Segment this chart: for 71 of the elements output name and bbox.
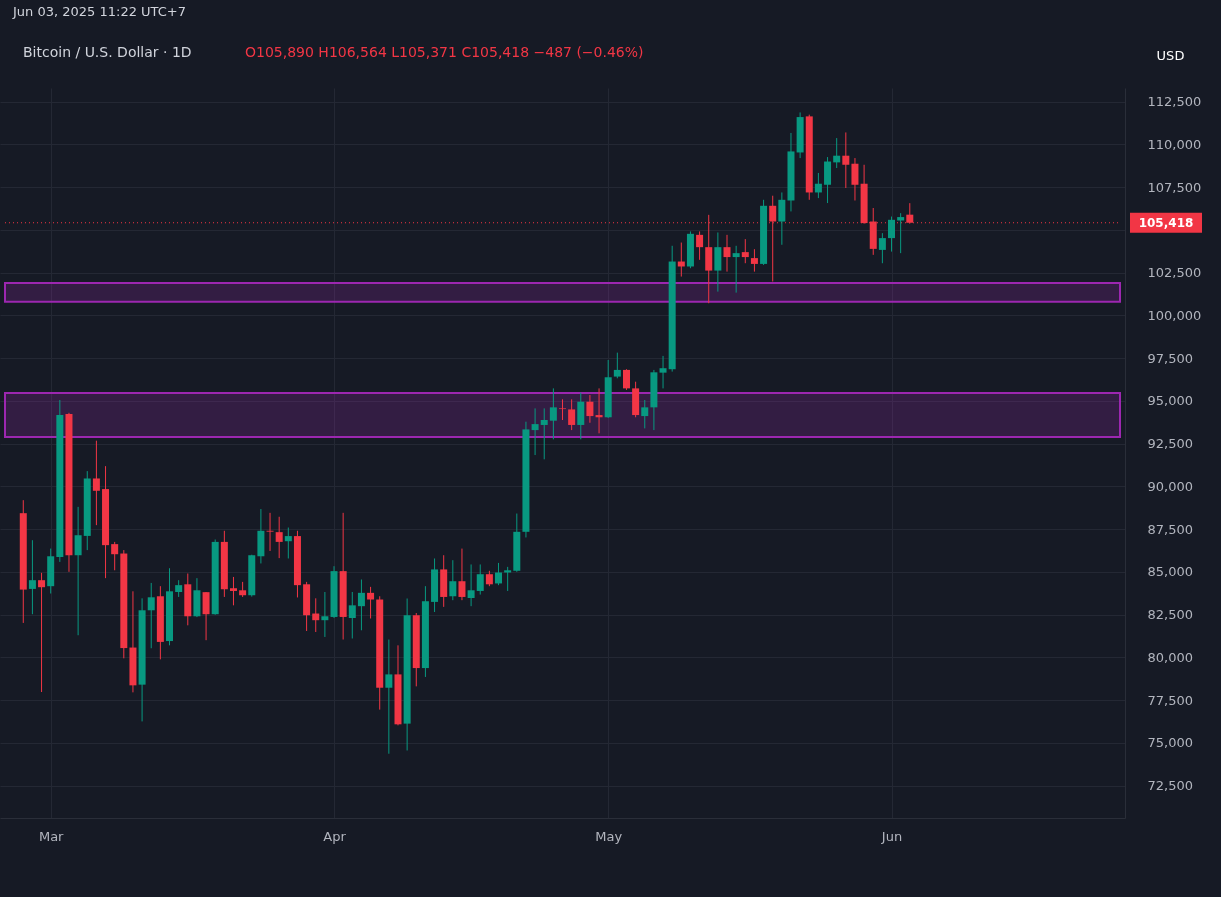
candlestick [851,157,859,201]
candlestick [842,131,850,189]
candlestick [714,231,722,293]
candlestick [348,591,356,639]
candlestick [367,586,375,619]
y-tick-label: 112,500 [1147,94,1202,110]
y-tick-label: 87,500 [1147,521,1193,537]
candlestick [750,248,758,273]
candlestick [741,238,749,264]
candlestick [559,398,566,421]
candlestick [878,232,886,264]
candlestick [495,562,503,586]
y-tick-label: 77,500 [1147,692,1193,708]
y-tick-label: 110,000 [1147,136,1202,152]
y-tick-label: 102,500 [1147,265,1202,281]
x-tick-label: Jun [880,828,903,844]
candlestick [549,387,557,440]
candlestick [111,541,119,571]
candlestick [723,234,731,273]
candlestick [385,639,393,755]
y-tick-label: 107,500 [1147,179,1202,195]
y-tick-label: 90,000 [1147,478,1193,494]
candlestick [888,216,896,253]
y-tick-label: 100,000 [1147,307,1202,323]
y-tick-label: 97,500 [1147,350,1193,366]
candlestick [28,539,36,615]
y-tick-label: 82,500 [1147,607,1193,623]
candlestick [824,156,832,204]
candlestick [568,398,576,431]
candlestick [357,579,365,631]
candlestick [577,392,585,440]
y-axis-title: USD [1156,47,1185,63]
candlestick [622,368,630,391]
candlestick [449,559,457,601]
candlestick [458,548,466,601]
candlestick [284,527,292,559]
candlestick [476,563,484,596]
candlestick [778,191,786,246]
chart-subtitle: O105,890 H106,564 L105,371 C105,418 −487 (−0.46%) [245,44,644,60]
text: Jun 03, 2025 11:22 UTC+7 [12,4,186,19]
candlestick [613,352,621,379]
y-tick-label: 80,000 [1147,649,1193,665]
candlestick [531,407,539,456]
candlestick [641,399,649,429]
y-tick-label: 92,500 [1147,436,1193,452]
y-tick-label: 72,500 [1147,778,1193,794]
candlestick [74,506,82,636]
x-tick-label: Apr [323,828,347,844]
candlestick [814,172,822,199]
candlestick [92,440,100,526]
candlestick [504,566,512,592]
x-tick-label: May [595,828,623,844]
candlestick [467,563,475,607]
candlestick [275,516,283,559]
candlestick [266,512,274,552]
candlestick [202,591,210,641]
candlestick [540,407,548,460]
ref-line-label: 105,418 [1138,215,1194,230]
candlestick [586,394,594,424]
candlestick [147,582,155,649]
x-tick-label: Mar [38,828,65,844]
candlestick [659,355,667,389]
chart-title: Bitcoin / U.S. Dollar · 1D [23,44,192,60]
y-tick-label: 85,000 [1147,564,1193,580]
y-tick-label: 95,000 [1147,393,1193,409]
candlestick [732,245,740,294]
candlestick [321,591,329,638]
y-tick-label: 75,000 [1147,735,1193,751]
candlestick [38,572,46,693]
candlestick [229,576,237,606]
candlestick [696,230,704,261]
